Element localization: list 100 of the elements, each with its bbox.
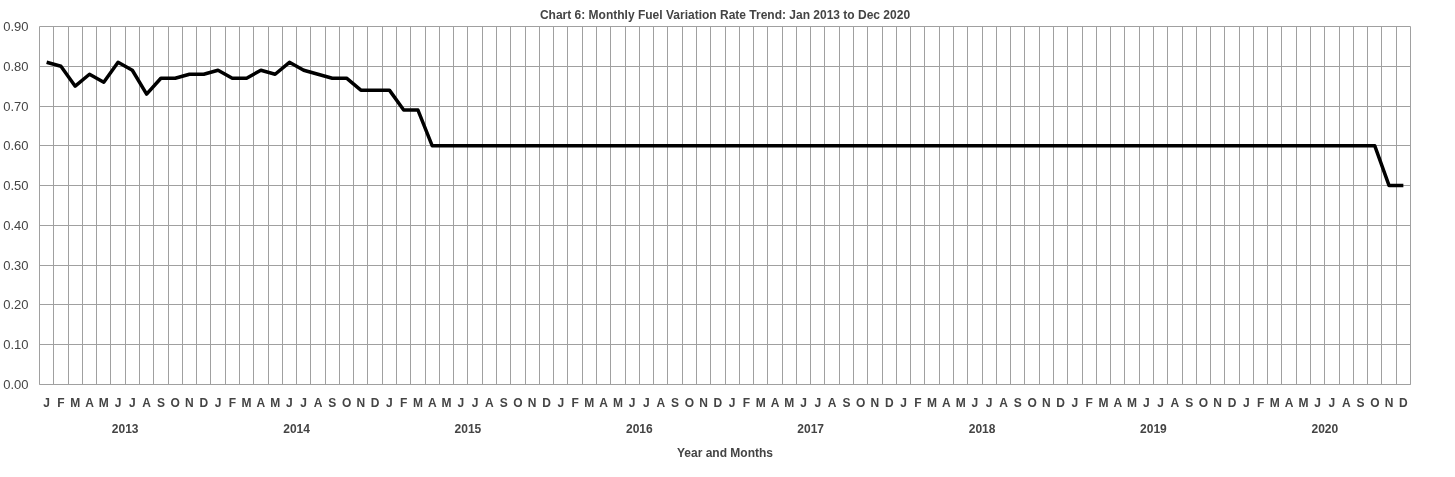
x-tick-label: O — [684, 395, 694, 410]
x-tick-label: S — [1013, 395, 1022, 410]
x-tick-label: A — [256, 395, 266, 410]
x-tick-label: J — [643, 395, 650, 410]
x-tick-label: M — [1298, 395, 1309, 410]
x-tick-label: J — [43, 395, 50, 410]
x-tick-label: D — [199, 395, 209, 410]
x-tick-label: S — [499, 395, 508, 410]
y-tick-label: 0.30 — [3, 257, 29, 273]
x-tick-label: S — [156, 395, 165, 410]
x-tick-label: J — [114, 395, 122, 410]
x-tick-label: A — [770, 395, 780, 410]
x-tick-label: F — [742, 395, 751, 410]
y-tick-label: 0.80 — [3, 58, 29, 74]
text: 2019 — [1140, 421, 1168, 436]
text: 2013 — [111, 421, 139, 436]
x-tick-label: J — [214, 395, 222, 410]
x-tick-label: J — [457, 395, 465, 410]
x-tick-label: N — [870, 395, 880, 410]
text: 2020 — [1311, 421, 1339, 436]
x-tick-label: D — [1227, 395, 1237, 410]
x-tick-label: A — [999, 395, 1009, 410]
x-tick-label: S — [1356, 395, 1365, 410]
x-tick-label: O — [170, 395, 180, 410]
x-tick-label: A — [599, 395, 609, 410]
x-tick-label: D — [1399, 395, 1409, 410]
x-tick-label: J — [1157, 395, 1164, 410]
x-tick-label: M — [612, 395, 623, 410]
y-tick-label: 0.90 — [3, 19, 29, 34]
x-tick-label: M — [270, 395, 281, 410]
y-tick-label: 0.20 — [3, 297, 29, 313]
x-tick-label: F — [914, 395, 922, 410]
x-tick-label: N — [699, 395, 708, 410]
x-tick-label: J — [800, 395, 807, 410]
text: 2018 — [968, 421, 996, 436]
x-tick-label: M — [955, 395, 966, 410]
x-tick-label: M — [98, 395, 109, 410]
x-tick-label: M — [441, 395, 452, 410]
x-tick-label: M — [755, 395, 766, 410]
x-tick-label: O — [513, 395, 523, 410]
x-tick-label: A — [313, 395, 323, 410]
text: 2014 — [283, 421, 311, 436]
x-tick-label: J — [1071, 395, 1079, 410]
x-tick-label: J — [1314, 395, 1322, 410]
x-tick-label: J — [728, 395, 736, 410]
y-tick-label: 0.50 — [3, 178, 29, 194]
x-tick-label: J — [1142, 395, 1150, 410]
text: 2015 — [454, 421, 482, 436]
x-tick-label: J — [900, 395, 907, 410]
x-tick-label: J — [300, 395, 308, 410]
x-tick-label: M — [70, 395, 81, 410]
x-tick-label: F — [57, 395, 65, 410]
x-tick-label: M — [927, 395, 938, 410]
x-tick-label: F — [571, 395, 579, 410]
x-tick-label: J — [1328, 395, 1336, 410]
y-tick-label: 0.40 — [3, 217, 29, 233]
x-tick-label: M — [784, 395, 795, 410]
x-tick-label: N — [185, 395, 194, 410]
x-tick-label: A — [1170, 395, 1180, 410]
x-tick-label: F — [1085, 395, 1093, 410]
x-tick-label: J — [985, 395, 993, 410]
x-tick-label: J — [471, 395, 479, 410]
x-tick-label: M — [241, 395, 252, 410]
x-tick-label: A — [85, 395, 95, 410]
y-tick-label: 0.60 — [3, 138, 29, 154]
x-tick-label: N — [1042, 395, 1051, 410]
x-tick-label: A — [1113, 395, 1123, 410]
x-tick-label: M — [412, 395, 423, 410]
x-tick-label: M — [1098, 395, 1109, 410]
text: 2017 — [797, 421, 825, 436]
x-tick-label: A — [1284, 395, 1294, 410]
x-tick-label: D — [1056, 395, 1066, 410]
x-tick-label: J — [128, 395, 136, 410]
x-tick-label: A — [1341, 395, 1351, 410]
x-tick-label: F — [1256, 395, 1265, 410]
y-tick-label: 0.00 — [3, 377, 29, 392]
x-tick-label: S — [671, 395, 680, 410]
x-axis-title: Year and Months — [676, 445, 774, 460]
x-tick-label: N — [1213, 395, 1223, 410]
text: 2016 — [625, 421, 653, 436]
chart-title: Chart 6: Monthly Fuel Variation Rate Trend: Jan 2013 to Dec 2020 — [539, 7, 911, 22]
x-tick-label: O — [1027, 395, 1037, 410]
x-tick-label: J — [557, 395, 565, 410]
x-tick-label: M — [1127, 395, 1138, 410]
x-tick-label: O — [856, 395, 866, 410]
x-tick-label: A — [656, 395, 666, 410]
y-tick-label: 0.10 — [3, 337, 29, 353]
x-tick-label: S — [1185, 395, 1194, 410]
x-tick-label: F — [228, 395, 236, 410]
x-tick-label: J — [628, 395, 636, 410]
x-tick-label: A — [427, 395, 437, 410]
x-tick-label: A — [142, 395, 152, 410]
x-tick-label: A — [485, 395, 495, 410]
x-tick-label: J — [286, 395, 293, 410]
x-tick-label: D — [370, 395, 380, 410]
x-tick-label: N — [1384, 395, 1394, 410]
x-tick-label: A — [942, 395, 952, 410]
x-tick-label: S — [328, 395, 337, 410]
x-tick-label: J — [971, 395, 979, 410]
y-tick-label: 0.70 — [3, 98, 29, 114]
